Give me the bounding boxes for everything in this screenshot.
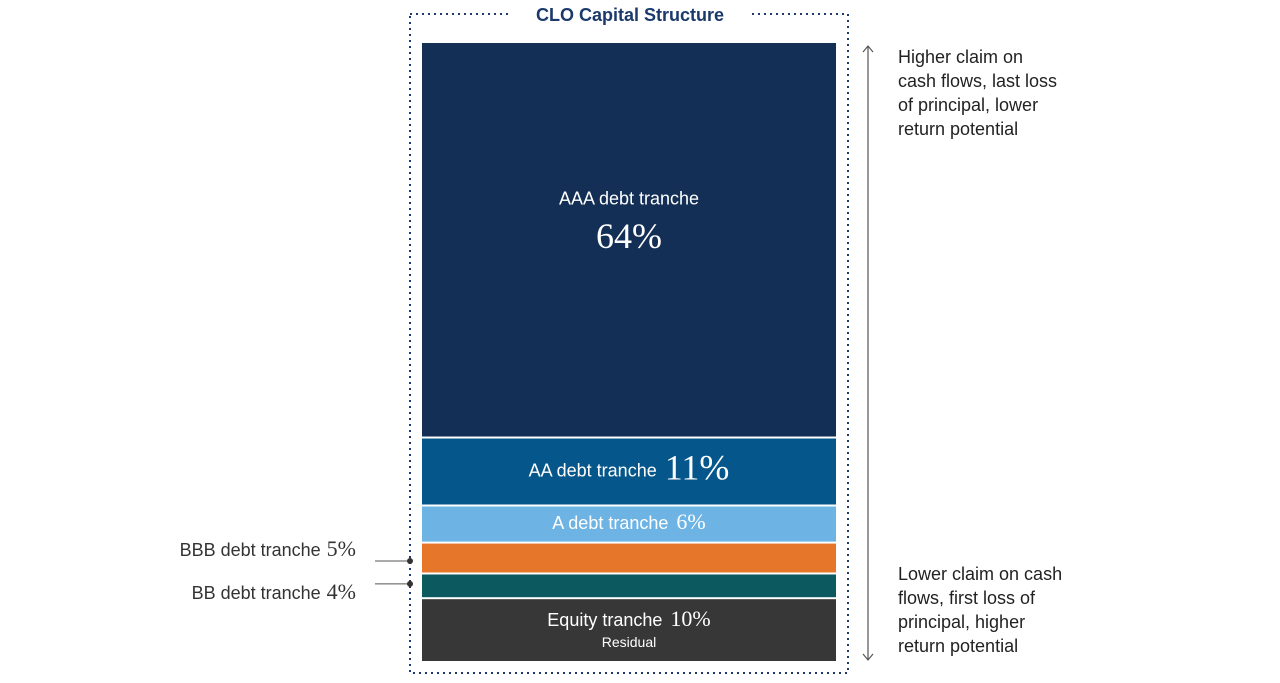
tranche-label: AAA debt tranche bbox=[559, 189, 699, 209]
tranche-label: BBB debt tranche bbox=[180, 540, 321, 560]
tranche-label: AA debt tranche bbox=[529, 460, 657, 480]
annotation-line: Lower claim on cash bbox=[898, 564, 1062, 584]
tranche-bar bbox=[422, 43, 836, 437]
annotation-line: return potential bbox=[898, 119, 1018, 139]
arrow-head bbox=[862, 45, 874, 53]
tranche-bar bbox=[422, 506, 836, 542]
tranche-label: A debt tranche bbox=[552, 513, 668, 533]
chart-title: CLO Capital Structure bbox=[536, 5, 724, 25]
tranche-value: 64% bbox=[596, 216, 662, 256]
arrow-head bbox=[862, 653, 874, 661]
tranche-label: Equity tranche bbox=[547, 610, 662, 630]
frame bbox=[409, 13, 849, 674]
leader-dot bbox=[407, 558, 413, 565]
tranche-bar bbox=[422, 574, 836, 598]
tranche-text: AA debt tranche 11% bbox=[529, 448, 730, 488]
tranche-bar bbox=[422, 438, 836, 505]
tranche-value: 6% bbox=[676, 509, 705, 534]
tranche-value: 10% bbox=[670, 606, 710, 631]
tranche-text: A debt tranche 6% bbox=[552, 509, 705, 534]
annotation-line: flows, first loss of bbox=[898, 588, 1036, 608]
annotation-line: cash flows, last loss bbox=[898, 71, 1057, 91]
annotation-line: of principal, lower bbox=[898, 95, 1038, 115]
tranche-value: 4% bbox=[327, 579, 356, 604]
annotation-line: Higher claim on bbox=[898, 47, 1023, 67]
tranche-text: Equity tranche 10% bbox=[547, 606, 710, 631]
title-bg bbox=[512, 2, 748, 28]
tranche-note: Residual bbox=[602, 634, 656, 650]
tranche-text: BBB debt tranche 5% bbox=[180, 536, 356, 561]
tranche-label: BB debt tranche bbox=[192, 583, 321, 603]
tranche-value: 5% bbox=[327, 536, 356, 561]
tranche-bar bbox=[422, 543, 836, 573]
tranche-text: BB debt tranche 4% bbox=[192, 579, 356, 604]
annotation-line: return potential bbox=[898, 636, 1018, 656]
tranche-bar bbox=[422, 599, 836, 661]
tranche-value: 11% bbox=[665, 448, 730, 488]
annotation-line: principal, higher bbox=[898, 612, 1025, 632]
leader-dot bbox=[407, 580, 413, 587]
